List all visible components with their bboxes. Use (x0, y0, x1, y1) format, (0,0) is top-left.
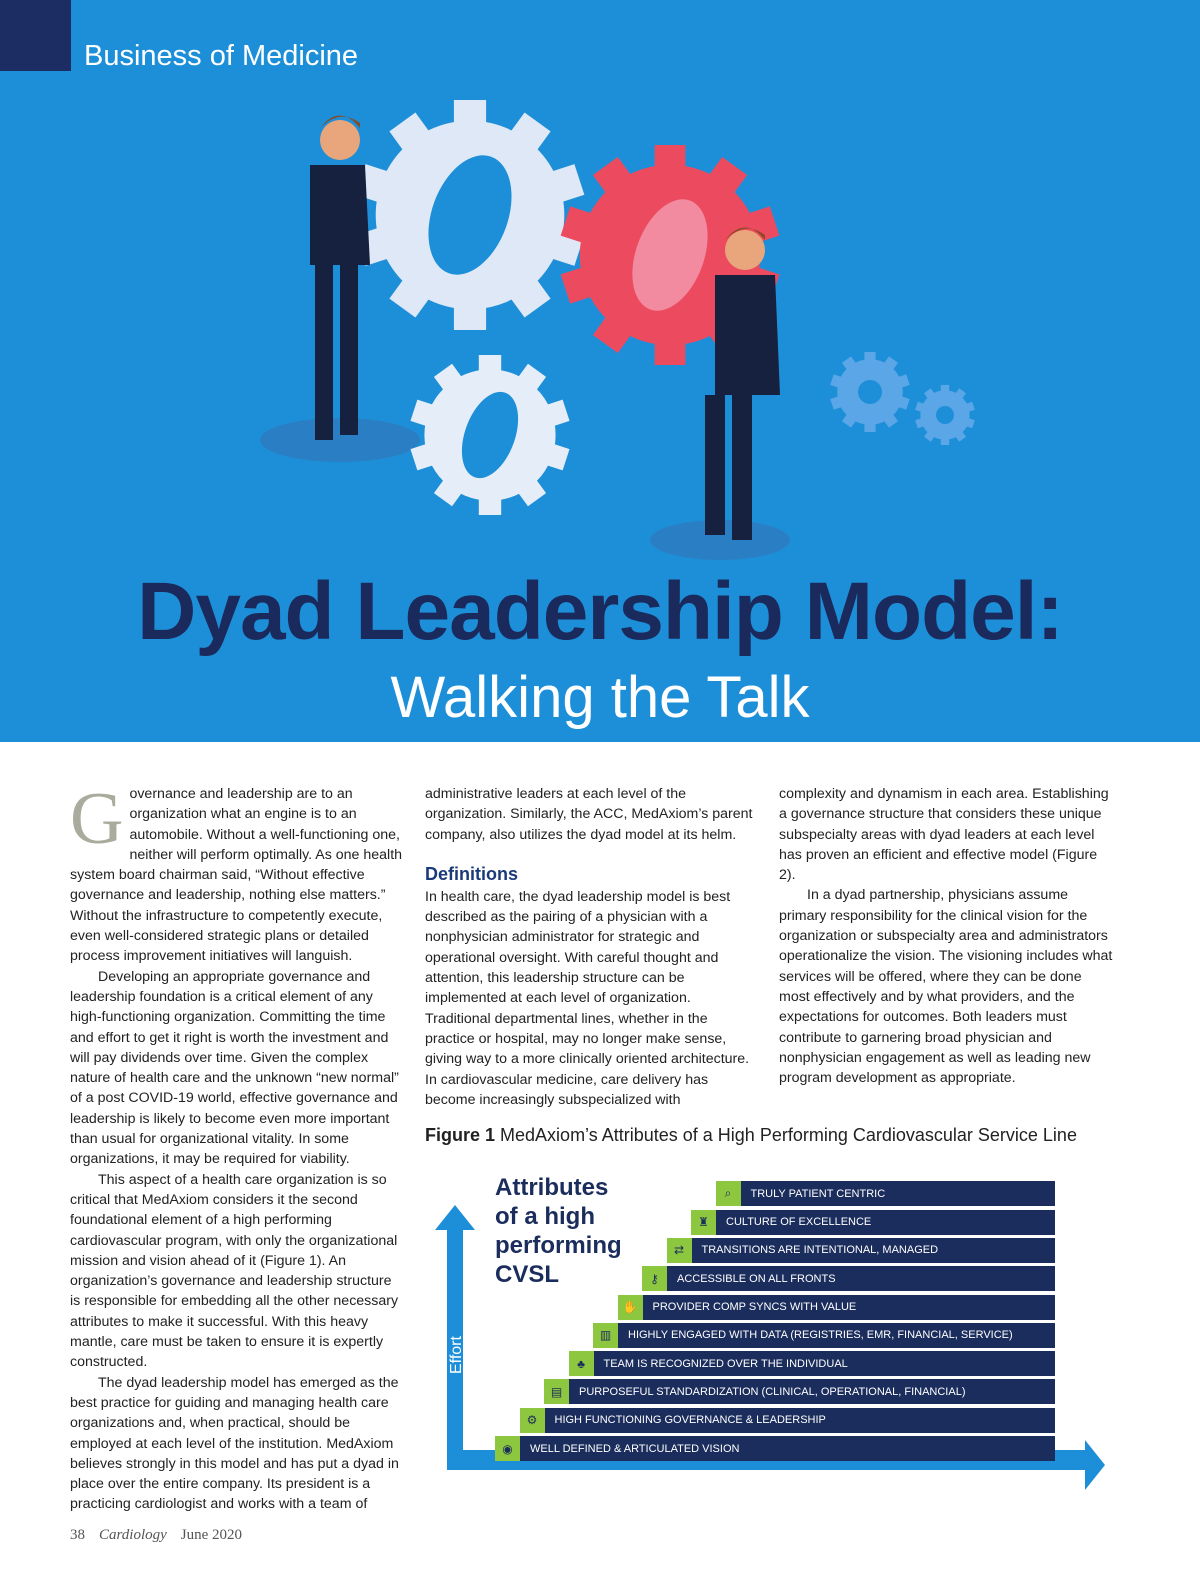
magazine-name: Cardiology (99, 1527, 167, 1543)
figure-caption-text: MedAxiom’s Attributes of a High Performi… (500, 1125, 1077, 1145)
paragraph: complexity and dynamism in each area. Es… (779, 786, 1109, 884)
attribute-label: PURPOSEFUL STANDARDIZATION (CLINICAL, OP… (569, 1379, 1055, 1405)
section-marker (0, 0, 71, 71)
white-gear-small-icon (410, 355, 570, 515)
attribute-step: ▥ HIGHLY ENGAGED WITH DATA (REGISTRIES, E… (593, 1322, 1055, 1348)
article-subtitle: Walking the Talk (390, 665, 810, 730)
column-1: G overnance and leadership are to an org… (70, 778, 405, 1515)
page-footer: 38 Cardiology June 2020 (70, 1527, 242, 1544)
paragraph: This aspect of a health care organizatio… (70, 1171, 399, 1371)
figure-title-line: Attributes (495, 1174, 609, 1201)
paragraph: Developing an appropriate governance and… (70, 968, 399, 1168)
page-number: 38 (70, 1527, 85, 1543)
section-heading: Definitions (425, 863, 518, 884)
handshake-icon: ✋ (617, 1294, 643, 1320)
figure-title-line: CVSL (495, 1261, 560, 1288)
gears-icon: ⚙ (519, 1407, 545, 1433)
column-2: administrative leaders at each level of … (425, 784, 760, 1110)
figure-title-line: of a high (495, 1203, 595, 1230)
team-icon: ♣ (568, 1351, 594, 1377)
drop-cap: G (70, 778, 124, 860)
eye-icon: ◉ (495, 1436, 520, 1461)
attribute-step: ✋ PROVIDER COMP SYNCS WITH VALUE (617, 1294, 1055, 1320)
attribute-step: ⌕ TRULY PATIENT CENTRIC (715, 1181, 1055, 1207)
attribute-label: ACCESSIBLE ON ALL FRONTS (667, 1266, 1055, 1292)
attribute-step: ♜ CULTURE OF EXCELLENCE (691, 1209, 1055, 1235)
blue-gear-small-icon (830, 352, 910, 432)
businessman-left-icon (310, 115, 370, 440)
white-gear-large-icon (355, 100, 585, 330)
paragraph: administrative leaders at each level of … (425, 786, 753, 843)
section-label: Business of Medicine (84, 40, 359, 72)
attribute-label: WELL DEFINED & ARTICULATED VISION (520, 1436, 1055, 1461)
magnifier-icon: ⌕ (715, 1181, 741, 1207)
hero-banner (0, 0, 1200, 742)
clipboard-icon: ▤ (544, 1379, 569, 1405)
figure-title: Attributes of a high performing CVSL (495, 1173, 622, 1289)
figure-caption: Figure 1 MedAxiom’s Attributes of a High… (425, 1125, 1077, 1146)
y-axis-label: Effort (448, 1335, 465, 1374)
figure-label: Figure 1 (425, 1125, 496, 1145)
trophy-icon: ♜ (691, 1209, 716, 1235)
arrows-icon: ⇄ (666, 1237, 692, 1263)
attribute-step: ⚙ HIGH FUNCTIONING GOVERNANCE & LEADERSHI… (519, 1407, 1055, 1433)
x-axis-label: Transformative (701, 1468, 814, 1487)
key-icon: ⚷ (642, 1266, 667, 1292)
issue-date: June 2020 (180, 1527, 243, 1543)
paragraph: The dyad leadership model has emerged as… (70, 1374, 399, 1513)
column-3: complexity and dynamism in each area. Es… (779, 784, 1114, 1088)
attribute-step: ⇄ TRANSITIONS ARE INTENTIONAL, MANAGED (666, 1237, 1055, 1263)
gears-illustration (260, 100, 975, 560)
attribute-label: HIGH FUNCTIONING GOVERNANCE & LEADERSHIP (544, 1407, 1055, 1433)
attribute-label: TRANSITIONS ARE INTENTIONAL, MANAGED (691, 1237, 1055, 1263)
attribute-step: ◉ WELL DEFINED & ARTICULATED VISION (495, 1436, 1055, 1461)
bar-chart-icon: ▥ (593, 1322, 618, 1348)
attribute-label: HIGHLY ENGAGED WITH DATA (REGISTRIES, EM… (618, 1322, 1055, 1348)
attribute-step: ♣ TEAM IS RECOGNIZED OVER THE INDIVIDUAL (568, 1351, 1055, 1377)
blue-gear-tiny-icon (915, 385, 975, 445)
paragraph: In health care, the dyad leadership mode… (425, 888, 750, 1108)
paragraph: overnance and leadership are to an organ… (70, 786, 403, 965)
paragraph: In a dyad partnership, physicians assume… (779, 887, 1113, 1087)
figure-1: Effort Transformative Attributes of a hi… (425, 1165, 1115, 1505)
attribute-step: ⚷ ACCESSIBLE ON ALL FRONTS (642, 1266, 1055, 1292)
figure-title-line: performing (495, 1232, 622, 1259)
attribute-label: CULTURE OF EXCELLENCE (716, 1209, 1055, 1235)
article-title: Dyad Leadership Model: (137, 566, 1064, 657)
attribute-step: ▤ PURPOSEFUL STANDARDIZATION (CLINICAL, O… (544, 1379, 1055, 1405)
attribute-label: TRULY PATIENT CENTRIC (740, 1181, 1055, 1207)
attribute-label: PROVIDER COMP SYNCS WITH VALUE (642, 1294, 1055, 1320)
businessman-right-icon (705, 227, 780, 540)
attribute-label: TEAM IS RECOGNIZED OVER THE INDIVIDUAL (593, 1351, 1055, 1377)
